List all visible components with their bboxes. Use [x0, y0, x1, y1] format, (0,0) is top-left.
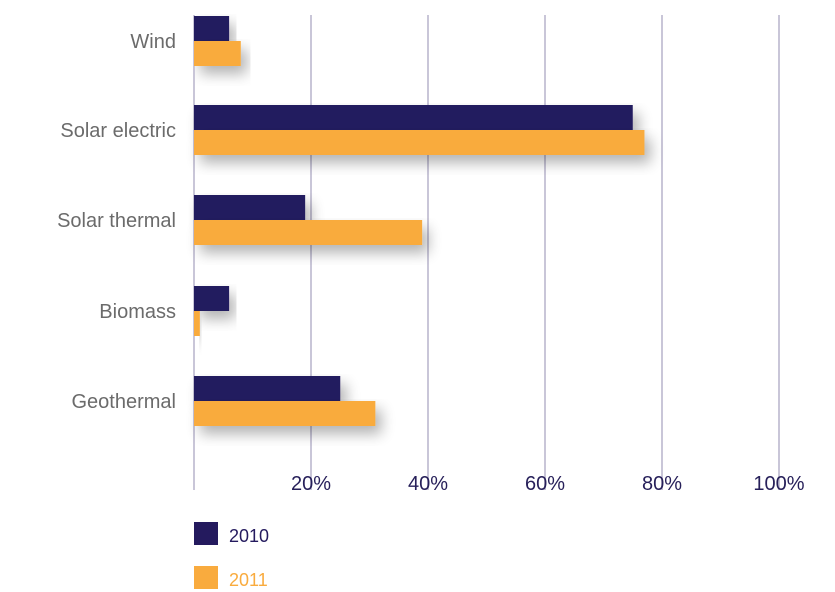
legend-swatch: [194, 566, 218, 589]
x-tick-label: 40%: [408, 473, 448, 495]
bar-2011-biomass: [194, 311, 200, 336]
x-tick-label: 20%: [291, 473, 331, 495]
category-label: Wind: [130, 31, 176, 53]
x-tick-label: 60%: [525, 473, 565, 495]
bar-2010-wind: [194, 16, 230, 41]
x-tick-label: 100%: [753, 473, 804, 495]
category-label: Biomass: [99, 301, 176, 323]
bar-2010-solar-electric: [194, 105, 633, 130]
x-tick-label: 80%: [642, 473, 682, 495]
bar-2010-biomass: [194, 286, 230, 311]
bar-2010-solar-thermal: [194, 195, 306, 220]
category-label: Geothermal: [72, 391, 177, 413]
bars: [194, 16, 645, 426]
x-tick-labels: 20% 40% 60% 80% 100%: [291, 473, 805, 495]
bar-2010-geothermal: [194, 376, 341, 401]
category-labels: Wind Solar electric Solar thermal Biomass Ge…: [57, 31, 176, 413]
legend-label: 2010: [229, 526, 269, 546]
category-label: Solar thermal: [57, 210, 176, 232]
bar-2011-wind: [194, 41, 241, 66]
legend-swatch: [194, 522, 218, 545]
bar-2011-solar-thermal: [194, 220, 423, 245]
bar-2011-solar-electric: [194, 130, 645, 155]
legend-label: 2011: [229, 570, 268, 590]
category-label: Solar electric: [60, 120, 176, 142]
bar-2011-geothermal: [194, 401, 376, 426]
legend: 2010 2011: [194, 522, 269, 590]
